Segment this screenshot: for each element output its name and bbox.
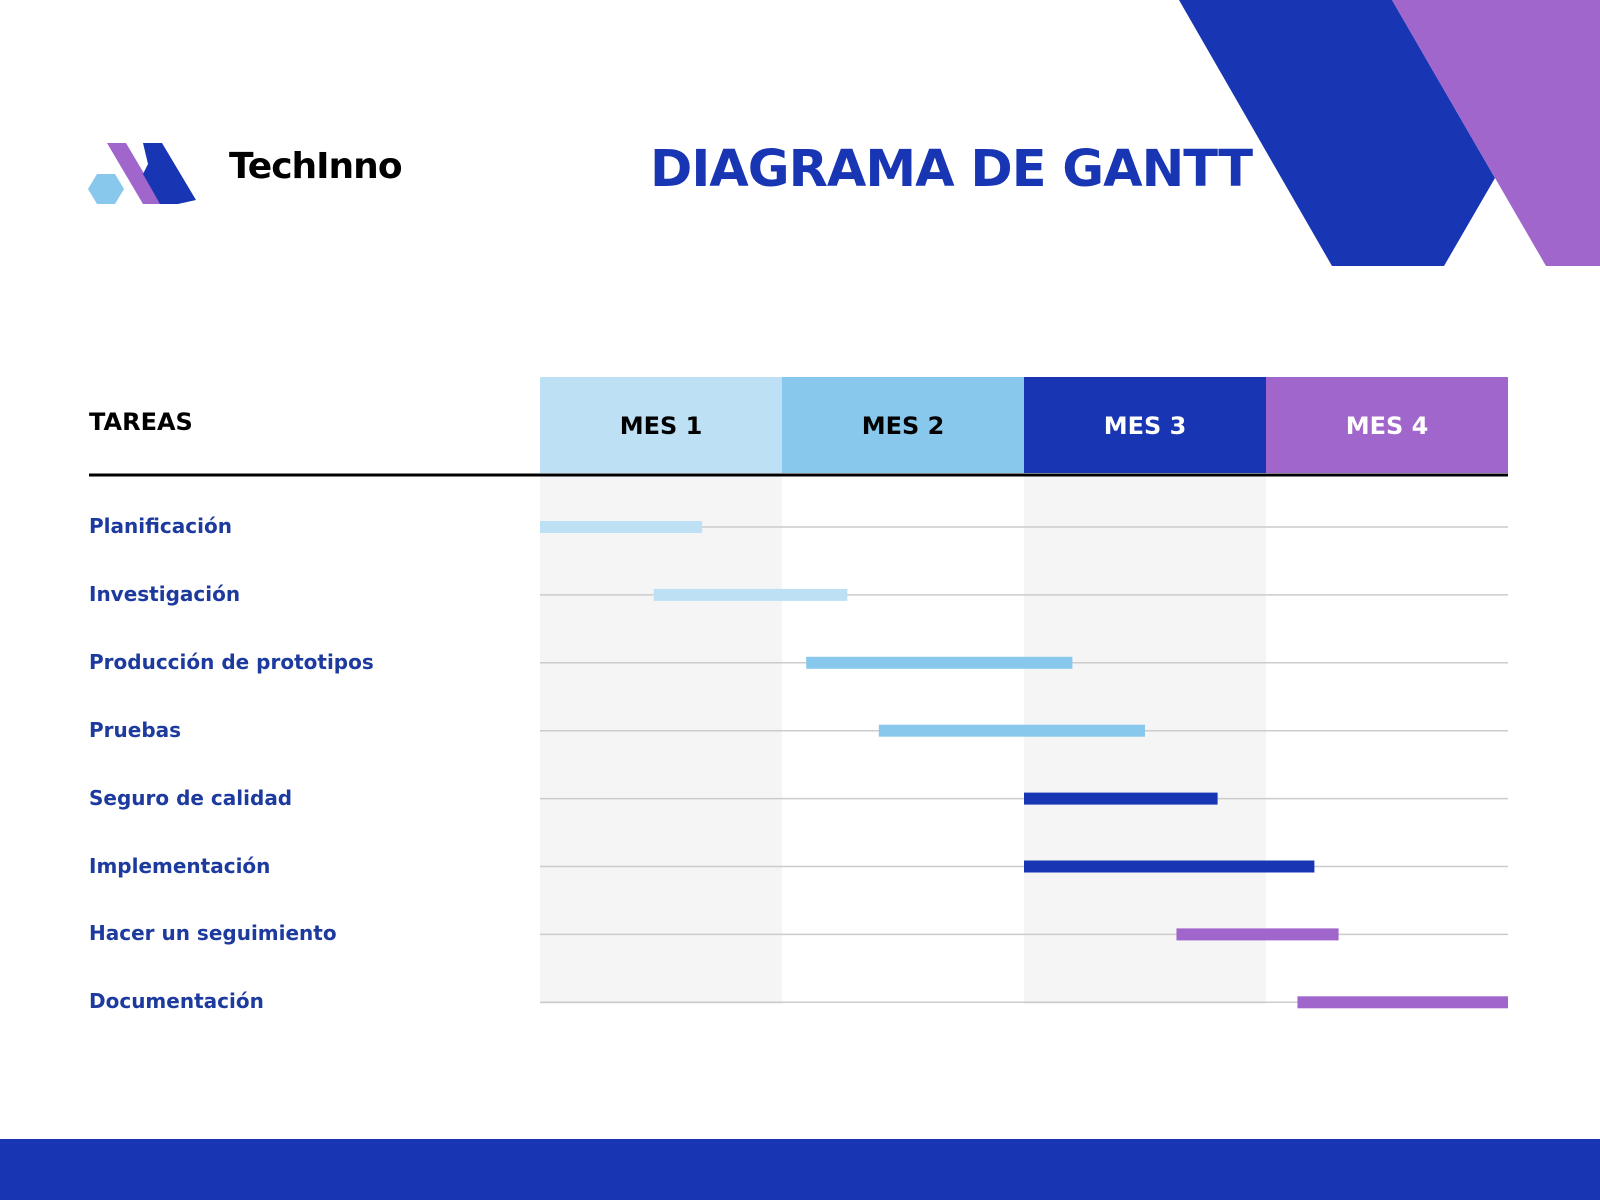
task-bar [806,656,1073,669]
month-label-1: MES 1 [620,412,703,440]
month-label-4: MES 4 [1346,412,1429,440]
task-bar [1024,860,1315,873]
logo-hex-blue [143,143,196,204]
task-label: Hacer un seguimiento [89,921,337,946]
tasks-header: TAREAS [89,408,193,436]
month-header-4 [1266,377,1508,473]
task-bar [1297,996,1508,1009]
month-header-2 [782,377,1024,473]
month-label-2: MES 2 [862,412,945,440]
task-label: Seguro de calidad [89,785,293,810]
task-label: Planificación [89,514,232,538]
task-labels: Planificación Investigación Producción de … [89,0,529,1100]
task-bar [540,521,703,533]
corner-decoration [1179,0,1600,266]
task-label: Pruebas [89,717,182,742]
month-band-3 [1024,475,1266,1004]
month-label-3: MES 3 [1104,412,1187,440]
corner-shape-blue [1179,0,1495,266]
logo-hex-purple [107,143,162,204]
gantt-chart: MES 1 MES 2 MES 3 MES 4 [89,377,1508,1009]
brand-name: TechInno [229,146,403,187]
footer-bar [0,1139,1600,1200]
task-label: Implementación [89,853,271,878]
hexagon-logo-icon [88,143,196,204]
page-title: DIAGRAMA DE GANTT [650,140,1253,199]
logo-hex-light [88,174,124,204]
task-bar [1176,928,1339,941]
task-bar [878,724,1145,737]
task-bar [653,588,848,601]
month-band-1 [540,475,782,1004]
corner-shape-purple [1392,0,1600,266]
task-label: Producción de prototipos [89,649,374,674]
task-label: Investigación [89,581,241,606]
month-header-3 [1024,377,1266,473]
task-bar [1024,792,1218,805]
task-label: Documentación [89,989,264,1014]
month-header-1 [540,377,782,473]
